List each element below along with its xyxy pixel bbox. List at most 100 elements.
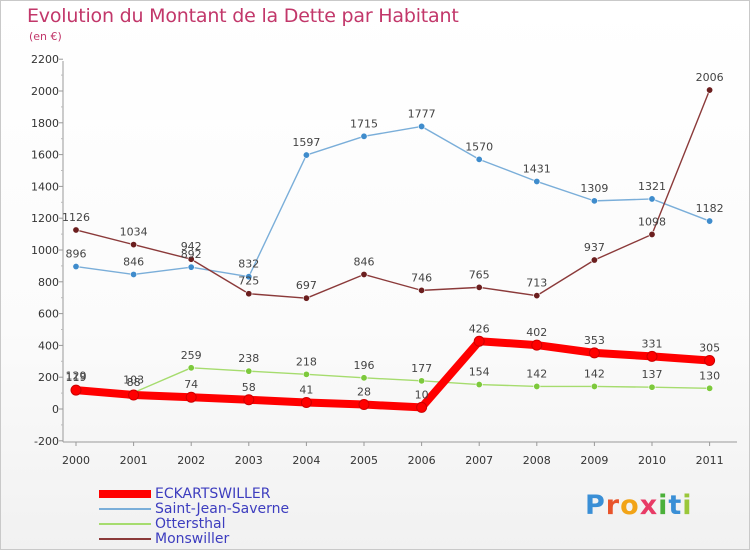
data-point	[360, 374, 368, 382]
data-label: 1309	[580, 182, 608, 195]
data-label: 942	[181, 240, 202, 253]
data-label: 1715	[350, 117, 378, 130]
legend-swatch	[99, 538, 151, 540]
data-label: 130	[699, 369, 720, 382]
data-point	[533, 177, 541, 185]
data-point	[245, 290, 253, 298]
y-tick-label: 800	[38, 276, 59, 289]
y-tick-label: 2200	[31, 53, 59, 66]
legend-label: Ottersthal	[155, 516, 226, 532]
x-tick-label: 2003	[235, 454, 263, 467]
data-label: 353	[584, 334, 605, 347]
data-point	[475, 155, 483, 163]
legend-item: Saint-Jean-Saverne	[99, 501, 399, 517]
legend-label: Saint-Jean-Saverne	[155, 501, 290, 517]
data-label: 1570	[465, 140, 493, 153]
data-label: 58	[242, 381, 256, 394]
data-label: 846	[354, 255, 375, 268]
data-point	[533, 382, 541, 390]
data-label: 88	[127, 376, 141, 389]
x-tick-label: 2000	[62, 454, 90, 467]
data-point	[130, 270, 138, 278]
data-point	[590, 197, 598, 205]
data-label: 259	[181, 349, 202, 362]
data-point	[243, 394, 255, 406]
legend-label: Monswiller	[155, 531, 230, 547]
legend-item: ECKARTSWILLER	[99, 486, 399, 502]
data-point	[648, 230, 656, 238]
data-point	[72, 263, 80, 271]
data-point	[475, 283, 483, 291]
logo-letter: x	[639, 490, 659, 521]
legend-item: Monswiller	[99, 531, 399, 547]
data-point	[302, 294, 310, 302]
data-label: 305	[699, 342, 720, 355]
x-tick-label: 2010	[638, 454, 666, 467]
data-point	[533, 292, 541, 300]
legend-swatch	[99, 490, 151, 498]
data-label: 41	[299, 383, 313, 396]
data-point	[360, 132, 368, 140]
data-point	[245, 273, 253, 281]
data-label: 402	[526, 326, 547, 339]
data-point	[706, 217, 714, 225]
data-point	[128, 389, 140, 401]
data-point	[590, 256, 598, 264]
data-label: 331	[642, 337, 663, 350]
data-label: 697	[296, 279, 317, 292]
data-point	[130, 241, 138, 249]
data-point	[300, 396, 312, 408]
data-point	[418, 286, 426, 294]
data-point	[245, 367, 253, 375]
y-tick-label: 1800	[31, 117, 59, 130]
chart-title: Evolution du Montant de la Dette par Hab…	[27, 5, 459, 27]
data-label: 1126	[62, 211, 90, 224]
logo-letter: P	[585, 490, 606, 521]
data-label: 896	[66, 248, 87, 261]
data-label: 1321	[638, 180, 666, 193]
data-point	[187, 255, 195, 263]
data-label: 765	[469, 268, 490, 281]
logo-letter: i	[682, 490, 693, 521]
data-point	[302, 151, 310, 159]
data-label: 137	[642, 368, 663, 381]
data-point	[360, 270, 368, 278]
y-tick-label: 1000	[31, 244, 59, 257]
proxiti-logo: Proxiti	[585, 490, 693, 521]
data-point	[187, 263, 195, 271]
logo-letter: t	[668, 490, 683, 521]
data-label: 937	[584, 241, 605, 254]
y-tick-label: 200	[38, 371, 59, 384]
x-tick-label: 2008	[523, 454, 551, 467]
y-tick-label: 600	[38, 308, 59, 321]
legend-label: ECKARTSWILLER	[155, 486, 271, 502]
data-label: 238	[238, 352, 259, 365]
data-point	[302, 370, 310, 378]
chart-lines	[72, 89, 714, 412]
series-line-eckartswiller	[72, 337, 714, 412]
data-label: 154	[469, 366, 490, 379]
data-point	[72, 226, 80, 234]
data-label: 426	[469, 322, 490, 335]
data-label: 28	[357, 386, 371, 399]
data-label: 725	[238, 275, 259, 288]
data-point	[185, 391, 197, 403]
data-point	[706, 86, 714, 94]
data-point	[590, 382, 598, 390]
chart-axes: -200 0 200 400 600 800 1000 1200 1400 1600 1800 200…	[31, 53, 737, 467]
logo-letter: o	[620, 490, 640, 521]
data-point	[473, 335, 485, 347]
legend-swatch	[99, 508, 151, 510]
x-tick-label: 2001	[120, 454, 148, 467]
data-label: 119	[66, 371, 87, 384]
data-label: 142	[584, 367, 605, 380]
x-tick-label: 2007	[465, 454, 493, 467]
x-tick-label: 2006	[408, 454, 436, 467]
data-point	[416, 401, 428, 413]
y-tick-label: 1600	[31, 149, 59, 162]
data-point	[418, 122, 426, 130]
data-point	[531, 339, 543, 351]
data-point	[358, 399, 370, 411]
y-tick-label: -200	[34, 435, 59, 448]
